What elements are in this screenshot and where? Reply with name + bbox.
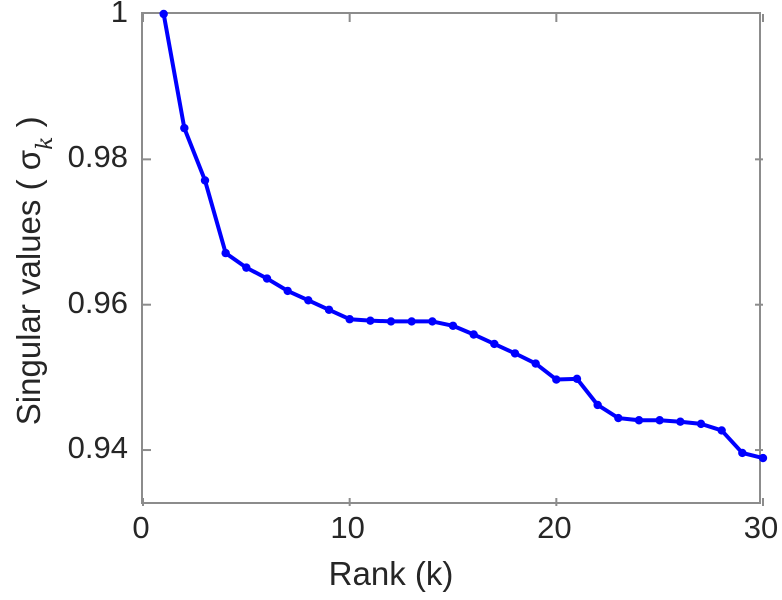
data-point	[696, 419, 706, 429]
data-point	[448, 321, 458, 330]
data-point	[324, 305, 334, 314]
data-point-markers	[159, 9, 768, 463]
data-point	[345, 315, 354, 324]
data-point	[717, 426, 726, 435]
y-tick-label: 0.94	[67, 430, 128, 466]
data-point	[407, 317, 416, 326]
y-axis-title: Singular values ( σk )	[10, 11, 58, 531]
x-tick-label: 30	[743, 510, 779, 545]
y-tick-label: 0.98	[67, 139, 128, 175]
data-point	[614, 413, 623, 423]
data-point	[262, 274, 272, 283]
data-point	[366, 316, 375, 325]
x-axis-title: Rank (k)	[0, 557, 782, 590]
data-point	[510, 349, 520, 358]
data-point	[428, 317, 437, 326]
data-point	[531, 359, 540, 368]
data-point	[304, 296, 313, 305]
data-point	[572, 374, 582, 384]
x-tick-label: 10	[330, 510, 365, 545]
data-point	[552, 375, 561, 384]
data-point	[469, 330, 478, 339]
data-point	[634, 416, 644, 425]
data-line	[161, 12, 765, 461]
plot-area	[141, 9, 768, 506]
data-point	[655, 416, 664, 425]
x-axis-title-text: Rank (k)	[328, 555, 454, 592]
data-point	[490, 339, 499, 349]
y-axis-tick-labels: 0.94 0.96 0.98 1	[0, 0, 128, 600]
x-tick-label: 0	[132, 510, 150, 545]
data-point	[221, 248, 230, 258]
data-point	[159, 9, 168, 19]
data-point	[283, 286, 292, 296]
data-point	[242, 263, 251, 272]
data-point	[758, 453, 768, 463]
y-axis-title-text: Singular values ( σ	[10, 149, 48, 426]
data-point	[593, 400, 602, 410]
data-point	[200, 176, 210, 185]
data-point	[676, 417, 685, 426]
data-point	[180, 123, 189, 133]
data-point	[738, 448, 747, 458]
x-tick-label: 20	[537, 510, 572, 545]
y-axis-title-subscript: k	[32, 136, 58, 150]
y-tick-label: 0.96	[67, 284, 128, 320]
y-tick-label: 1	[110, 0, 128, 29]
data-series-svg	[142, 9, 768, 506]
data-point	[386, 317, 396, 326]
y-axis-title-tail: )	[10, 116, 48, 137]
